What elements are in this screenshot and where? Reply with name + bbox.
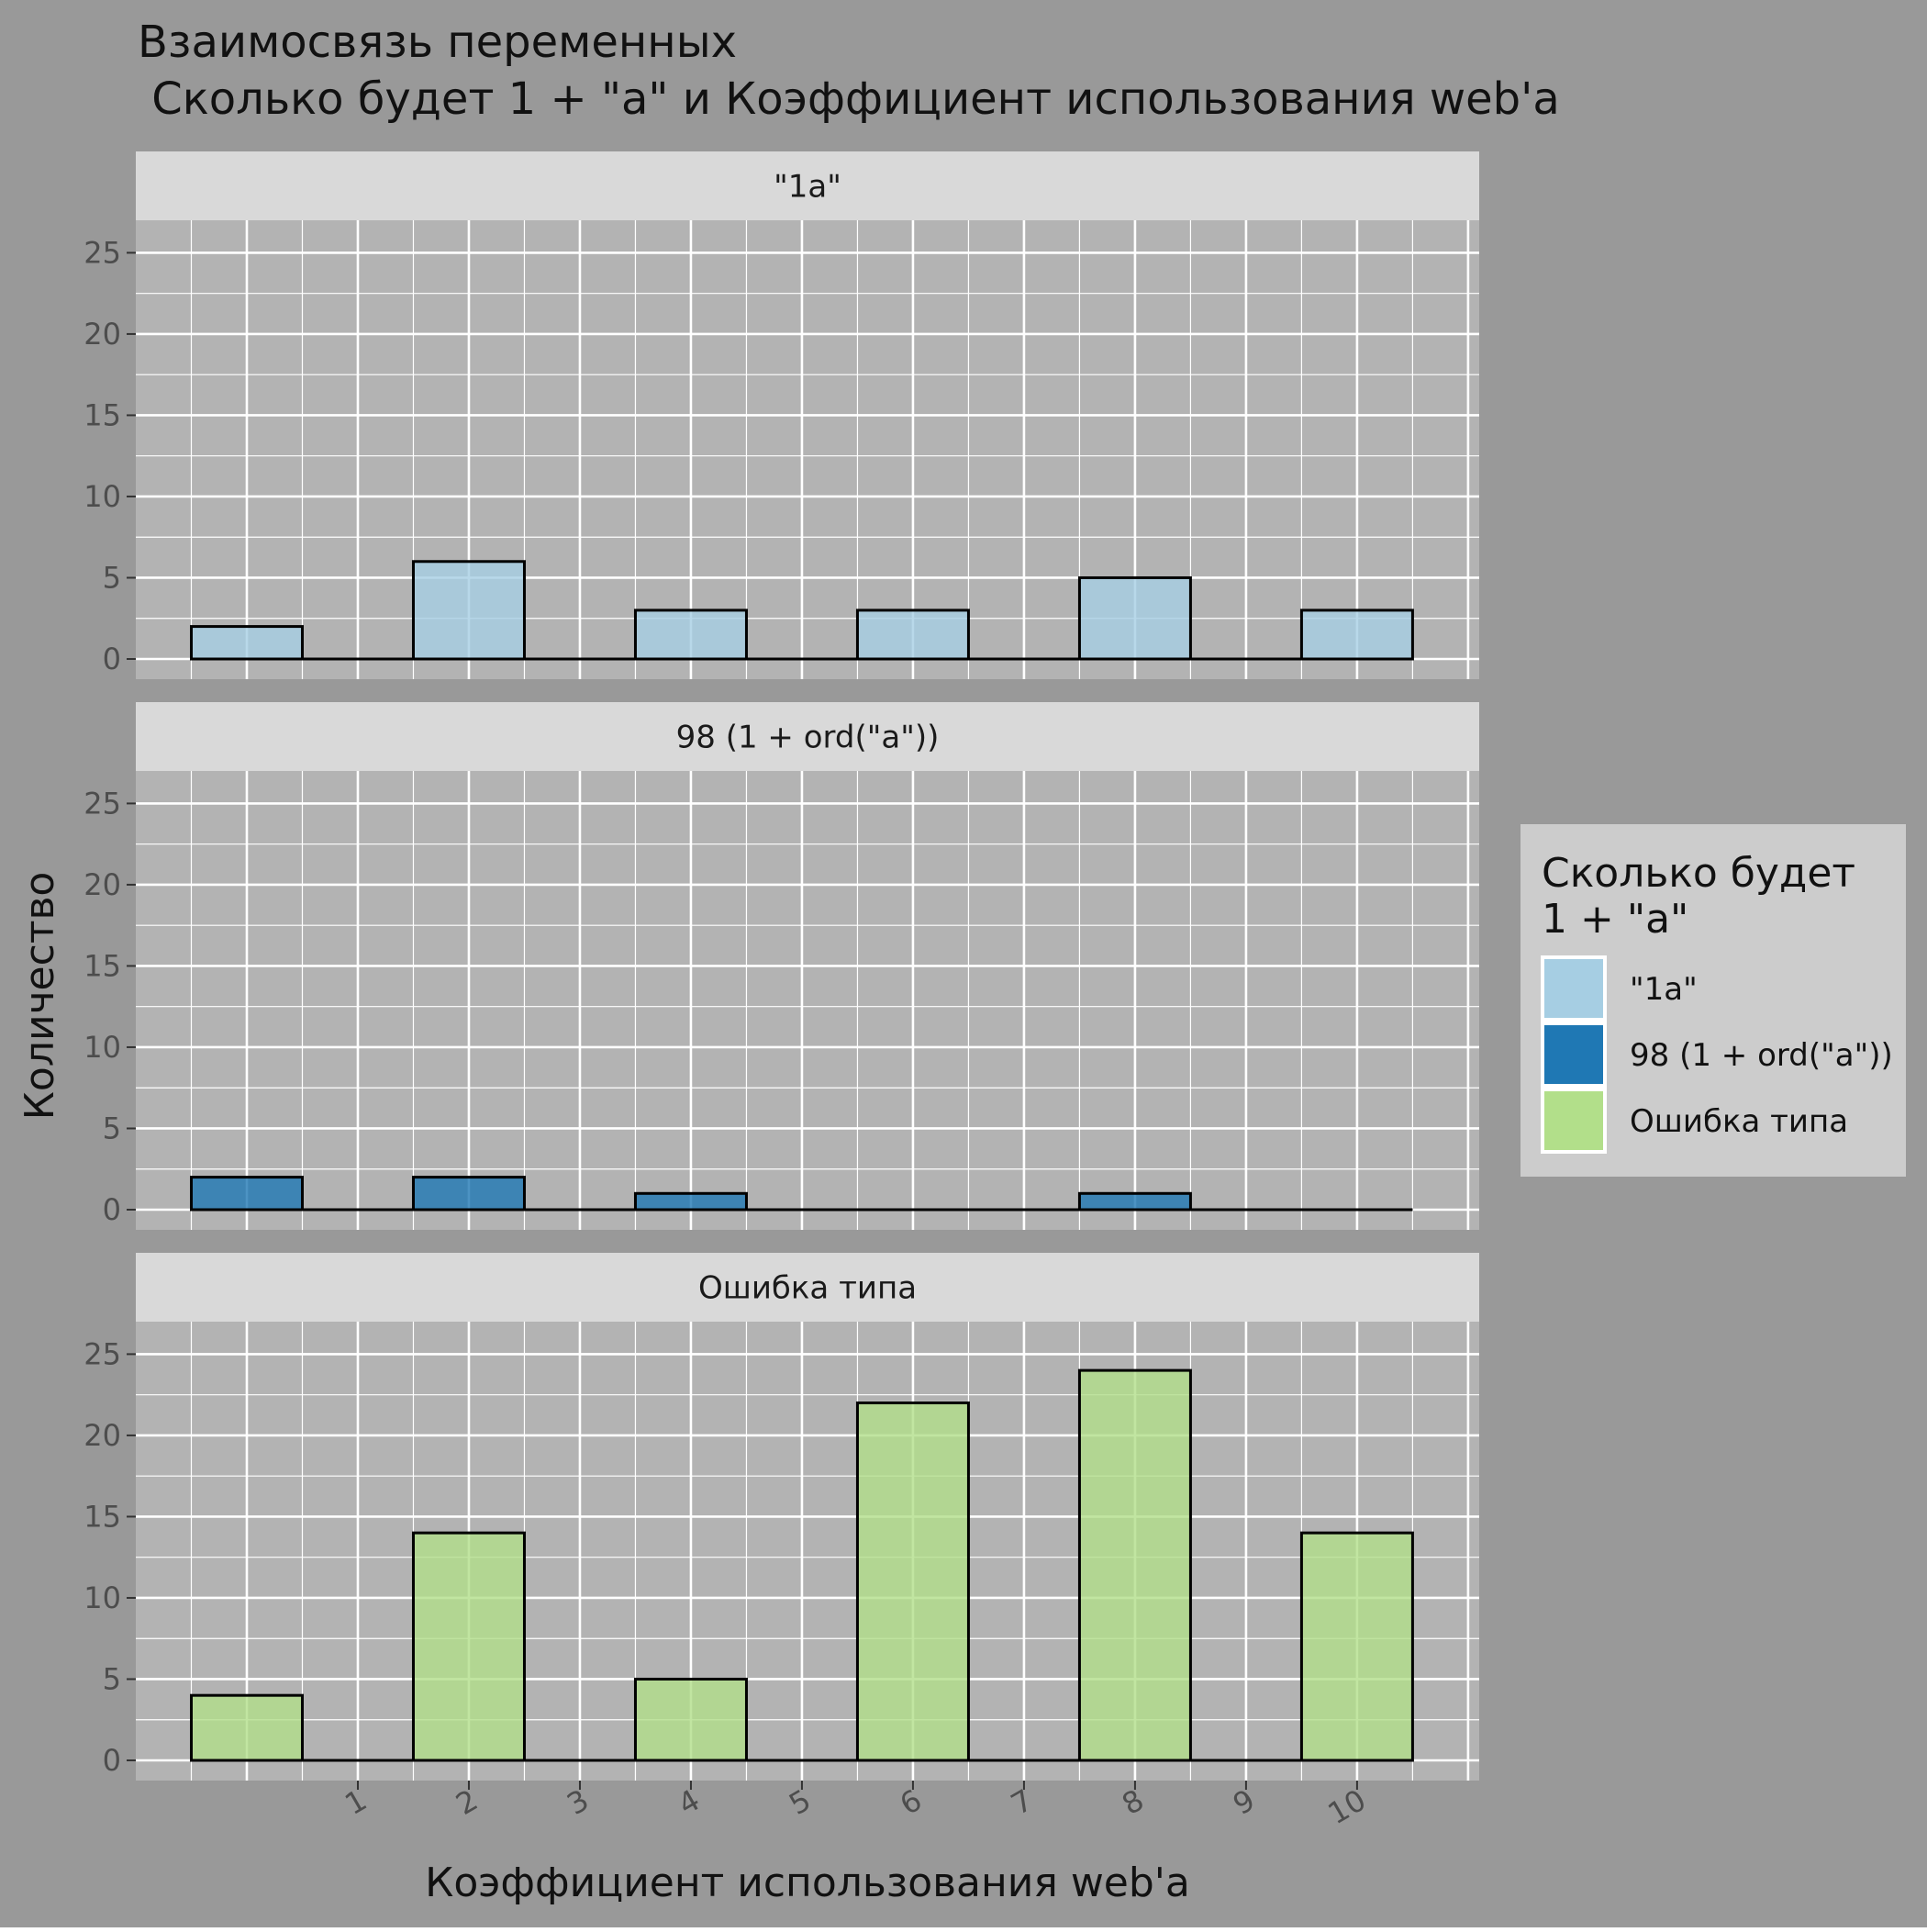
y-tick-label: 25 [84, 1336, 121, 1371]
y-tick-label: 5 [103, 1111, 121, 1145]
chart-title-line1: Взаимосвязь переменных [138, 17, 737, 68]
bar [189, 1693, 304, 1762]
facet-strip-label: "1a" [774, 169, 841, 206]
y-tick-label: 0 [103, 642, 121, 676]
y-tick-label: 10 [84, 1030, 121, 1065]
legend-key-swatch [1544, 1025, 1603, 1084]
bar [189, 1176, 304, 1212]
facet-strip [136, 151, 1479, 220]
bar [411, 560, 526, 661]
bar [633, 1191, 748, 1212]
y-tick-label: 25 [84, 786, 121, 821]
bar [855, 609, 970, 661]
y-axis-title: Количество [17, 872, 63, 1121]
y-tick-label: 5 [103, 560, 121, 595]
y-tick-label: 10 [84, 479, 121, 514]
y-tick-label: 15 [84, 397, 121, 432]
y-tick-label: 15 [84, 1499, 121, 1534]
y-tick-label: 10 [84, 1580, 121, 1615]
y-tick-label: 20 [84, 1418, 121, 1453]
y-tick-label: 0 [103, 1192, 121, 1227]
legend-label: "1a" [1630, 971, 1698, 1008]
y-tick-label: 0 [103, 1743, 121, 1778]
legend-key-swatch [1544, 1091, 1603, 1150]
bar [411, 1176, 526, 1212]
bar [1077, 575, 1192, 661]
y-tick-label: 15 [84, 948, 121, 983]
bar [633, 1677, 748, 1762]
legend-label: Ошибка типа [1630, 1103, 1848, 1140]
facet-strip-label: 98 (1 + ord("a")) [676, 720, 940, 756]
bar [189, 625, 304, 661]
bar [633, 609, 748, 661]
bar [411, 1531, 526, 1762]
legend-title-line1: Сколько будет [1542, 850, 1855, 897]
legend-label: 98 (1 + ord("a")) [1630, 1037, 1893, 1074]
facet-strip [136, 702, 1479, 771]
legend-items: "1a" 98 (1 + ord("a")) Ошибка типа [1541, 955, 1893, 1154]
chart-title-line2: Сколько будет 1 + "a" и Коэффициент испо… [138, 73, 1560, 125]
plot-panel-background [136, 771, 1479, 1230]
bar [855, 1402, 970, 1762]
bar [1299, 1531, 1414, 1762]
facet-strip-label: Ошибка типа [698, 1270, 917, 1307]
x-axis-title: Коэффициент использования web'a [425, 1859, 1190, 1906]
facet-strip [136, 1253, 1479, 1322]
y-tick-label: 20 [84, 867, 121, 902]
legend: Сколько будет 1 + "a" "1a" 98 (1 + ord("a… [1520, 824, 1906, 1177]
bar [1077, 1191, 1192, 1212]
bar [1077, 1368, 1192, 1762]
plot-panel-background [136, 1322, 1479, 1781]
bar [1299, 609, 1414, 661]
y-tick-label: 5 [103, 1661, 121, 1696]
legend-key-swatch [1544, 959, 1603, 1018]
y-tick-label: 20 [84, 317, 121, 352]
plot-panel-background [136, 220, 1479, 679]
y-tick-label: 25 [84, 235, 121, 270]
facet-panels: "1a" 0 5 10 15 20 25 98 (1 + ord("a")) 0 5 10 15 20 2… [84, 151, 1479, 1781]
legend-title-line2: 1 + "a" [1542, 896, 1688, 943]
